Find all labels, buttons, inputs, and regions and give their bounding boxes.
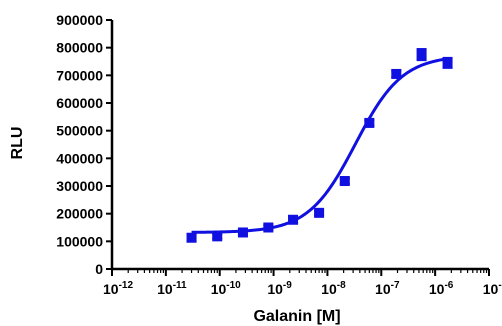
- data-points-layer: [186, 48, 453, 243]
- data-point: [288, 214, 299, 225]
- data-point: [314, 207, 325, 218]
- y-tick-label: 900000: [56, 12, 103, 28]
- x-axis-title: Galanin [M]: [253, 308, 340, 325]
- x-tick-label: 10-10: [211, 280, 241, 297]
- y-tick-label: 200000: [56, 206, 103, 222]
- y-tick-label: 500000: [56, 123, 103, 139]
- data-point: [364, 117, 375, 128]
- data-marker: [364, 117, 375, 128]
- y-tick-label: 300000: [56, 178, 103, 194]
- y-tick-label: 100000: [56, 233, 103, 249]
- data-marker: [339, 176, 350, 187]
- data-marker: [314, 207, 325, 218]
- data-marker: [212, 231, 223, 242]
- fit-curve-layer: [191, 57, 448, 234]
- data-point: [339, 176, 350, 187]
- data-point: [442, 56, 453, 69]
- x-tick-label: 10-9: [267, 280, 292, 297]
- x-tick-label: 10-12: [103, 280, 133, 297]
- data-marker: [416, 49, 427, 60]
- x-tick-label: 10-11: [157, 280, 187, 297]
- y-axis-title: RLU: [9, 127, 26, 160]
- x-tick-label: 10-8: [321, 280, 346, 297]
- y-tick-label: 400000: [56, 150, 103, 166]
- x-tick-label: 10-7: [375, 280, 400, 297]
- x-tick-label: 10-5: [483, 280, 502, 297]
- y-tick-label: 800000: [56, 40, 103, 56]
- data-point: [263, 222, 274, 233]
- x-axis: 10-12 10-11 10-10 10-9 10-8 10-7 10-6 10-5: [103, 267, 502, 297]
- y-tick-label: 0: [95, 261, 103, 277]
- y-tick-label: 700000: [56, 67, 103, 83]
- data-marker: [186, 232, 197, 243]
- data-marker: [263, 222, 274, 233]
- data-point: [416, 48, 427, 62]
- data-marker: [391, 68, 402, 79]
- data-marker: [442, 57, 453, 68]
- data-point: [212, 231, 223, 242]
- data-marker: [288, 214, 299, 225]
- data-point: [391, 68, 402, 79]
- data-marker: [237, 227, 248, 238]
- data-point: [186, 232, 197, 243]
- x-tick-label: 10-6: [429, 280, 454, 297]
- y-axis: 0 100000 200000 300000 400000 500000 600000 700…: [56, 12, 114, 277]
- y-tick-label: 600000: [56, 95, 103, 111]
- data-point: [237, 227, 248, 238]
- fit-curve: [191, 57, 448, 234]
